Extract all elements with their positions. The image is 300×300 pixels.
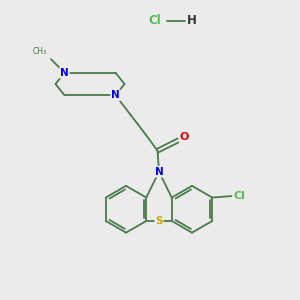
Text: H: H <box>187 14 197 28</box>
Text: N: N <box>60 68 69 78</box>
Text: Cl: Cl <box>148 14 161 28</box>
Text: N: N <box>154 167 164 177</box>
Text: CH₃: CH₃ <box>32 46 46 56</box>
Text: S: S <box>155 216 163 226</box>
Text: O: O <box>180 132 189 142</box>
Text: Cl: Cl <box>233 191 245 201</box>
Text: N: N <box>111 90 120 100</box>
